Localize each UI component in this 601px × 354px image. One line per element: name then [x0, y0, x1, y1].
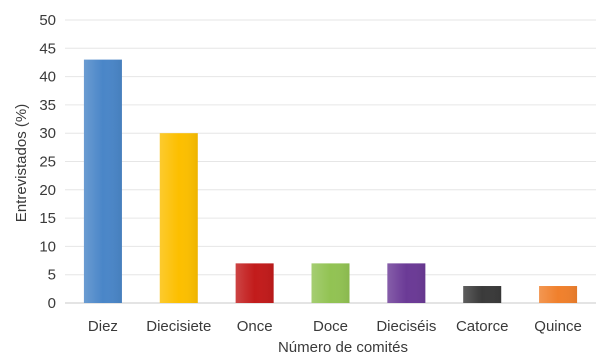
bar-shading	[539, 286, 578, 303]
x-category-label: Diez	[88, 318, 118, 335]
bar-shading	[387, 263, 426, 303]
y-tick-label: 35	[39, 97, 56, 114]
x-category-label: Catorce	[456, 318, 509, 335]
x-category-label: Diecisiete	[146, 318, 211, 335]
y-tick-label: 25	[39, 154, 56, 171]
y-tick-label: 50	[39, 12, 56, 29]
gridlines	[65, 19, 596, 304]
y-tick-label: 5	[48, 267, 56, 284]
y-tick-label: 20	[39, 182, 56, 199]
bar-shading	[463, 286, 502, 303]
y-tick-label: 15	[39, 210, 56, 227]
y-axis-title: Entrevistados (%)	[13, 104, 30, 222]
bar-shading	[83, 59, 122, 304]
y-tick-label: 40	[39, 69, 56, 86]
bar-shading	[235, 263, 274, 303]
y-tick-label: 30	[39, 125, 56, 142]
x-axis-title: Número de comités	[278, 339, 408, 354]
y-axis-ticks: 0 5 10 15 20 25 30 35 40 45 50	[39, 12, 56, 312]
bars	[83, 59, 578, 304]
x-category-label: Once	[237, 318, 273, 335]
x-axis-categories: Diez Diecisiete Once Doce Dieciséis Catorce Qu…	[88, 318, 582, 335]
y-tick-label: 0	[48, 295, 56, 312]
y-tick-label: 10	[39, 238, 56, 255]
x-category-label: Doce	[313, 318, 348, 335]
x-category-label: Quince	[534, 318, 582, 335]
y-tick-label: 45	[39, 40, 56, 57]
bar-shading	[311, 263, 350, 303]
x-category-label: Dieciséis	[376, 318, 436, 335]
bar-shading	[159, 133, 198, 303]
